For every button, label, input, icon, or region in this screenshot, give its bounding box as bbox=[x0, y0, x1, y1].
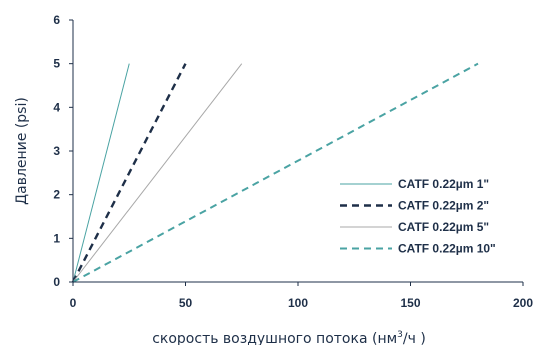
y-tick-label: 6 bbox=[53, 13, 60, 27]
series-line-1 bbox=[72, 63, 130, 283]
x-tick-label: 50 bbox=[179, 296, 193, 310]
y-axis-title: Давление (psi) bbox=[14, 97, 30, 205]
x-tick-label: 100 bbox=[288, 296, 308, 310]
y-tick-label: 0 bbox=[53, 275, 60, 289]
legend-label-4: CATF 0.22µm 10" bbox=[398, 242, 496, 256]
plot-lines bbox=[71, 62, 479, 283]
legend-label-3: CATF 0.22µm 5" bbox=[398, 220, 489, 234]
series-line-4 bbox=[72, 62, 479, 283]
x-tick-label: 150 bbox=[400, 296, 420, 310]
x-tick-label: 0 bbox=[70, 296, 77, 310]
y-tick-label: 1 bbox=[53, 231, 60, 245]
y-tick-label: 2 bbox=[53, 188, 60, 202]
y-ticks: 0 1 2 3 4 5 6 bbox=[53, 13, 73, 289]
x-tick-label: 200 bbox=[513, 296, 533, 310]
legend-label-1: CATF 0.22µm 1" bbox=[398, 177, 489, 191]
legend: CATF 0.22µm 1" CATF 0.22µm 2" CATF 0.22µm … bbox=[340, 177, 496, 256]
x-axis-title: скорость воздушного потока (нм3/ч ) bbox=[152, 330, 426, 345]
x-axis-title-main: скорость воздушного потока (нм bbox=[152, 331, 397, 345]
series-line-2 bbox=[71, 63, 187, 283]
y-tick-label: 4 bbox=[53, 100, 60, 114]
x-axis-title-tail: /ч ) bbox=[403, 331, 426, 345]
series-line-3 bbox=[72, 63, 243, 283]
x-ticks: 0 50 100 150 200 bbox=[70, 282, 533, 310]
x-axis-title-superscript: 3 bbox=[397, 330, 403, 340]
y-tick-label: 5 bbox=[53, 57, 60, 71]
y-tick-label: 3 bbox=[53, 144, 60, 158]
legend-label-2: CATF 0.22µm 2" bbox=[398, 199, 489, 213]
